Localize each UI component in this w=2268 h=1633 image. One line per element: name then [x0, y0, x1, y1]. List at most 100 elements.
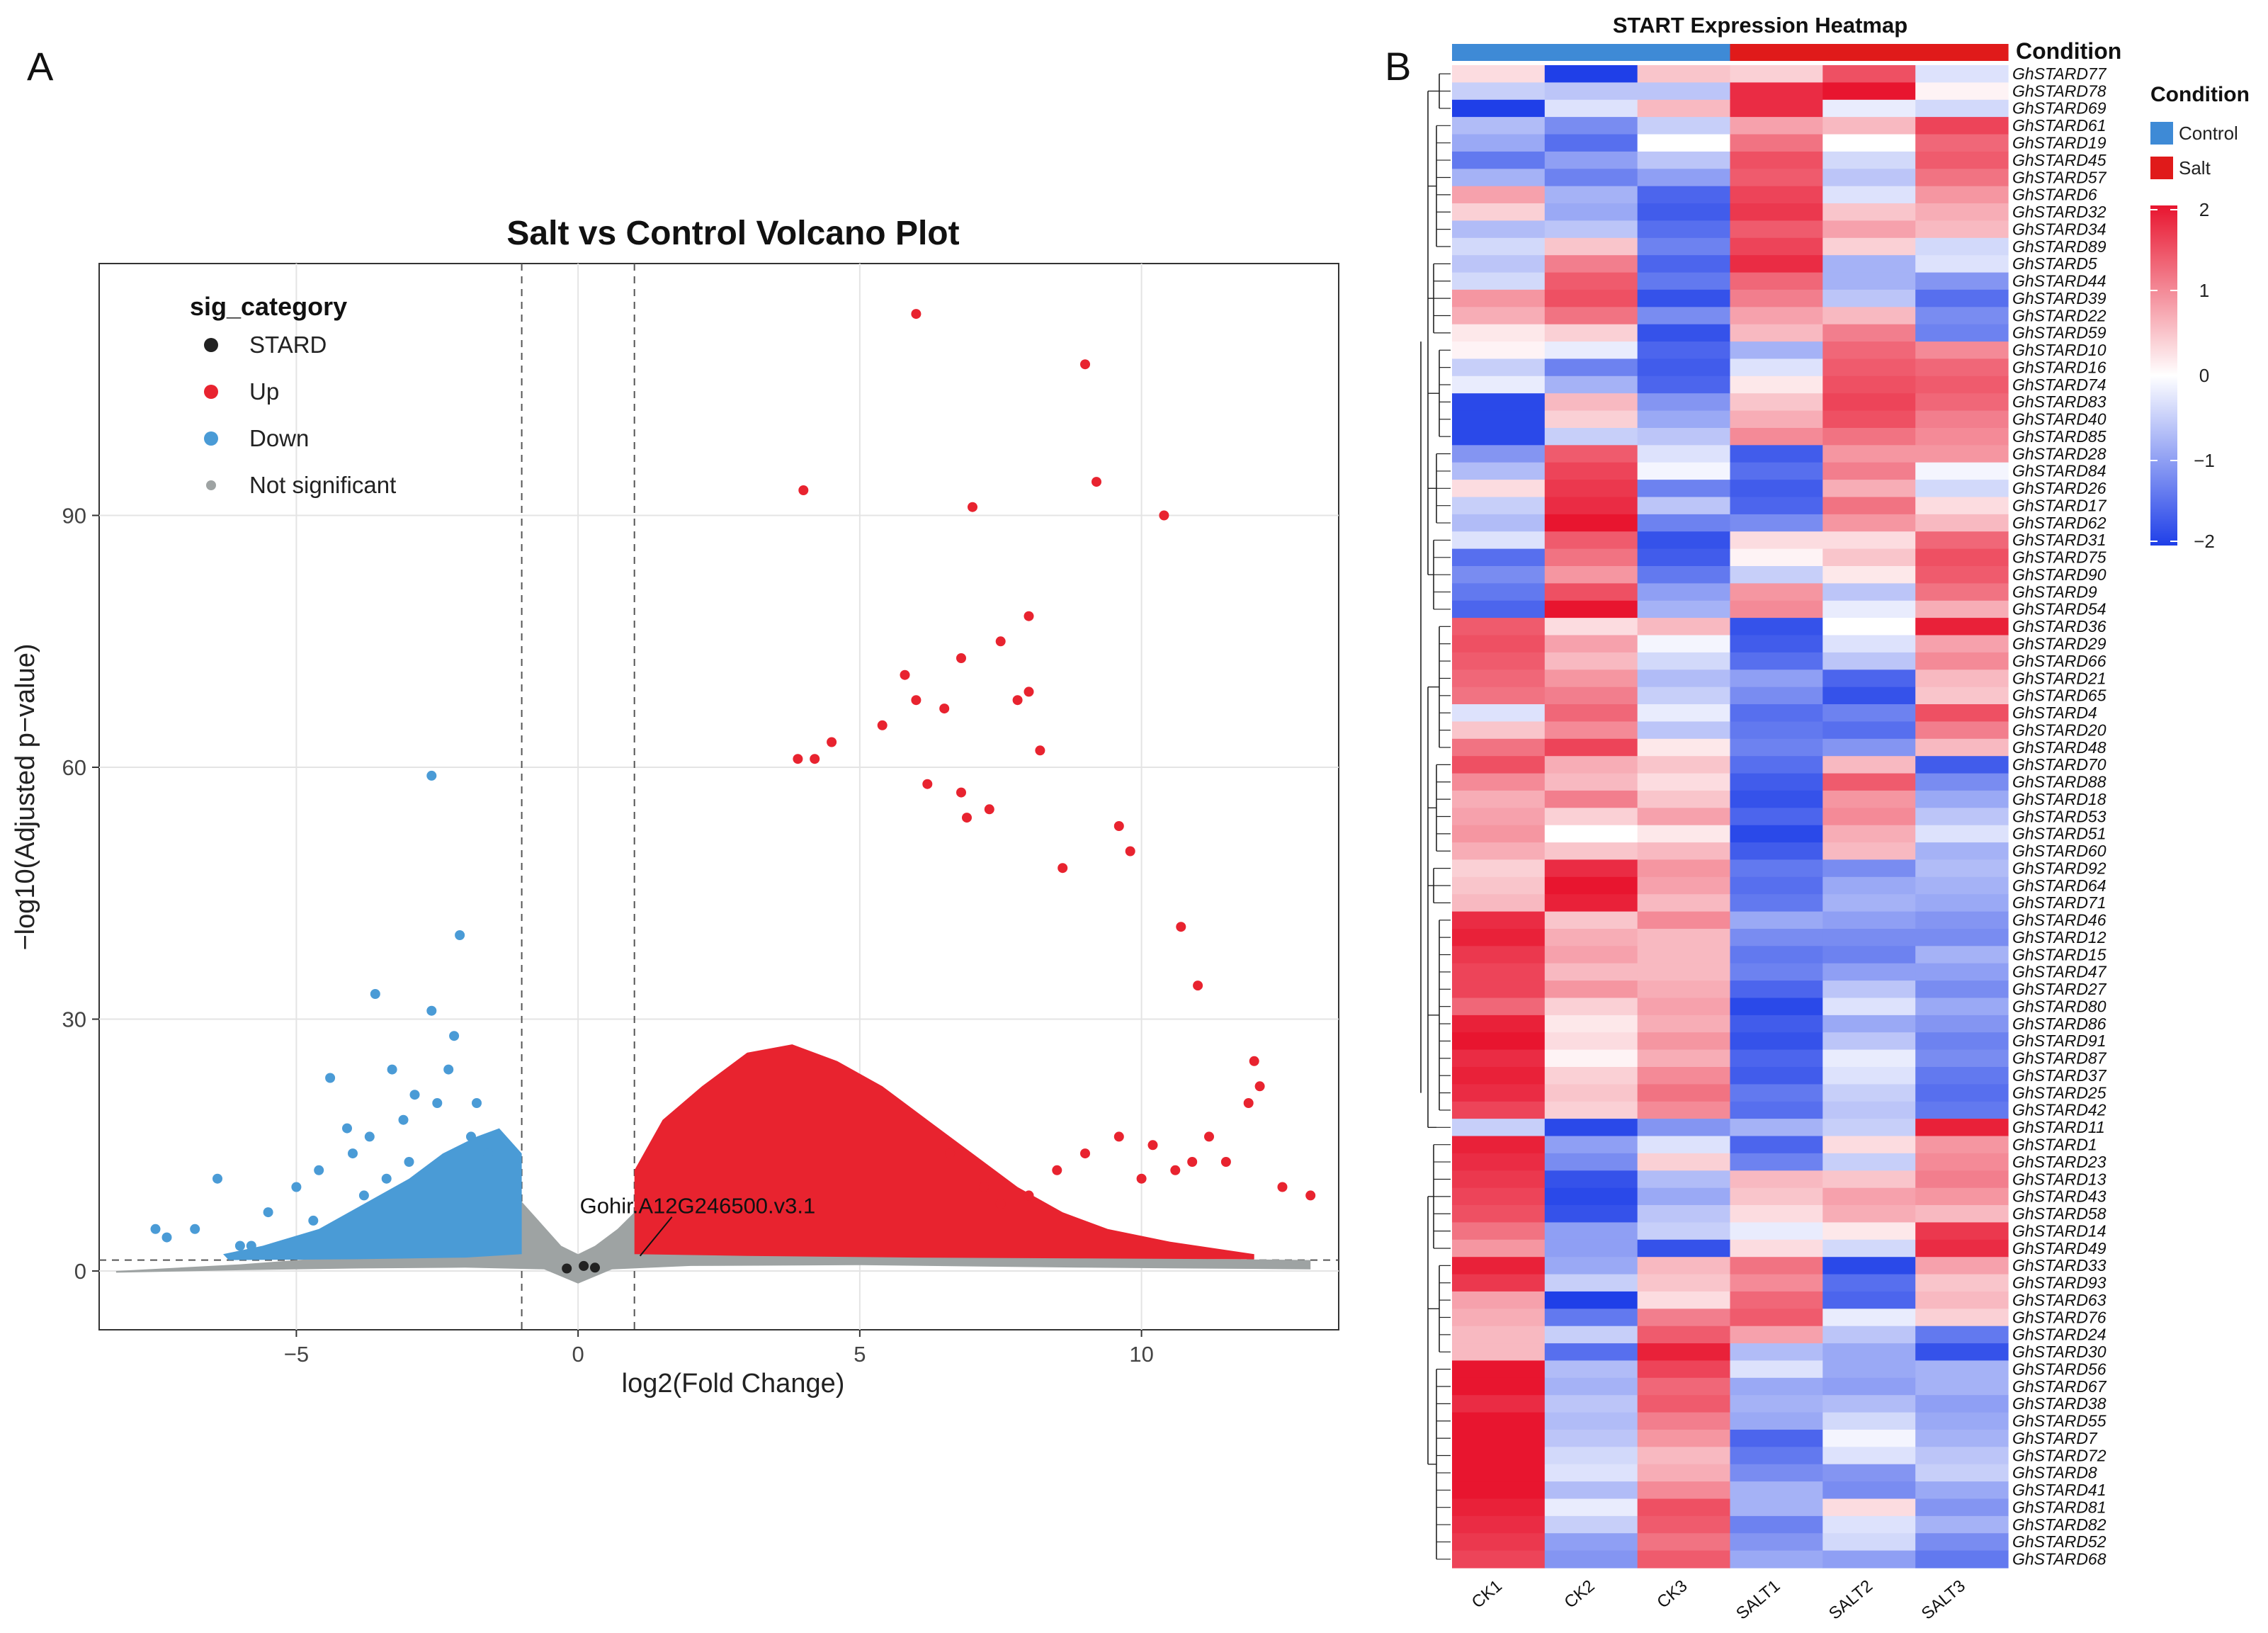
heatmap-cell: [1637, 1430, 1731, 1447]
heatmap-cell: [1452, 1239, 1546, 1258]
heatmap-cell: [1544, 1015, 1638, 1033]
heatmap-cell: [1544, 1343, 1638, 1362]
heatmap-cell: [1452, 1550, 1546, 1569]
heatmap-cell: [1452, 929, 1546, 947]
heatmap-cell: [1730, 307, 1823, 325]
down-point: [348, 1148, 358, 1159]
heatmap-cell: [1637, 289, 1731, 307]
heatmap-cell: [1730, 704, 1823, 722]
heatmap-cell: [1637, 341, 1731, 360]
up-point: [1220, 1157, 1231, 1167]
heatmap-cell: [1637, 1481, 1731, 1500]
heatmap-cell: [1730, 1447, 1823, 1465]
heatmap-cell: [1730, 946, 1823, 964]
heatmap-cell: [1822, 1550, 1916, 1569]
heatmap-cell: [1822, 876, 1916, 895]
heatmap-cell: [1822, 1170, 1916, 1189]
heatmap-cell: [1452, 618, 1546, 636]
heatmap-cell: [1452, 1119, 1546, 1137]
heatmap-cell: [1452, 220, 1546, 239]
heatmap-cell: [1452, 445, 1546, 463]
heatmap-cell: [1637, 1084, 1731, 1102]
heatmap-cell: [1822, 652, 1916, 670]
heatmap-cell: [1915, 1498, 2009, 1517]
heatmap-cell: [1822, 220, 1916, 239]
heatmap-cell: [1544, 548, 1638, 567]
heatmap-cell: [1822, 669, 1916, 688]
heatmap-cell: [1637, 894, 1731, 912]
heatmap-cell: [1544, 237, 1638, 256]
heatmap-cell: [1637, 963, 1731, 981]
heatmap-cell: [1637, 808, 1731, 826]
row-label: GhSTARD52: [2012, 1532, 2107, 1551]
heatmap-cell: [1915, 462, 2009, 480]
up-legend-marker: [204, 385, 218, 399]
heatmap-cell: [1730, 1222, 1823, 1241]
row-label: GhSTARD81: [2012, 1498, 2107, 1517]
row-label: GhSTARD6: [2012, 186, 2097, 204]
heatmap-cell: [1637, 1550, 1731, 1569]
heatmap-cell: [1730, 686, 1823, 705]
row-label: GhSTARD55: [2012, 1412, 2107, 1430]
heatmap-cell: [1452, 1291, 1546, 1309]
heatmap-legend: Condition Control Salt 2 1 0 −1 −2: [2150, 83, 2250, 552]
heatmap-cell: [1915, 393, 2009, 412]
heatmap-cell: [1822, 618, 1916, 636]
heatmap-cell: [1637, 825, 1731, 843]
heatmap-cell: [1452, 1447, 1546, 1465]
heatmap-cell: [1822, 635, 1916, 653]
down-point: [443, 1064, 454, 1075]
row-label: GhSTARD46: [2012, 911, 2107, 929]
heatmap-cell: [1452, 876, 1546, 895]
row-label: GhSTARD74: [2012, 375, 2107, 394]
heatmap-cell: [1452, 548, 1546, 567]
control-swatch: [2150, 122, 2173, 145]
heatmap-cell: [1822, 1015, 1916, 1033]
heatmap-cell: [1822, 237, 1916, 256]
heatmap-cell: [1452, 773, 1546, 791]
up-point: [1092, 477, 1101, 487]
down-point: [308, 1215, 319, 1226]
heatmap-cell: [1730, 1481, 1823, 1500]
x-tick-label: 0: [572, 1342, 584, 1367]
up-point: [945, 1148, 956, 1159]
up-point: [1125, 846, 1135, 857]
heatmap-cell: [1452, 1309, 1546, 1327]
heatmap-cell: [1915, 1239, 2009, 1258]
annotation-leader-line: [639, 1216, 673, 1257]
heatmap-cell: [1730, 1464, 1823, 1482]
heatmap-cell: [1544, 324, 1638, 342]
ns-legend-label: Not significant: [249, 472, 396, 498]
heatmap-cell: [1822, 445, 1916, 463]
heatmap-cell: [1637, 1257, 1731, 1275]
up-point: [793, 754, 803, 764]
heatmap-cell: [1452, 324, 1546, 342]
heatmap-cell: [1452, 652, 1546, 670]
heatmap-cell: [1544, 99, 1638, 118]
heatmap-cell: [1822, 1533, 1916, 1552]
down-legend-marker: [204, 431, 218, 446]
down-legend-label: Down: [249, 425, 309, 451]
heatmap-cell: [1637, 876, 1731, 895]
y-tick-label: 90: [62, 504, 86, 529]
up-point: [995, 1199, 1006, 1209]
heatmap-cell: [1915, 929, 2009, 947]
row-label: GhSTARD61: [2012, 116, 2107, 135]
heatmap-cell: [1822, 1360, 1916, 1379]
salt-annotation-cell: [1822, 44, 1916, 61]
heatmap-cell: [1822, 1498, 1916, 1517]
heatmap-cell: [1730, 169, 1823, 187]
heatmap-cell: [1730, 773, 1823, 791]
down-point: [212, 1173, 222, 1184]
heatmap-cell: [1915, 1326, 2009, 1344]
row-label: GhSTARD13: [2012, 1170, 2107, 1188]
heatmap-cell: [1452, 1153, 1546, 1171]
heatmap-cell: [1915, 981, 2009, 999]
heatmap-cell: [1452, 998, 1546, 1016]
heatmap-cell: [1637, 773, 1731, 791]
heatmap-cell: [1637, 1170, 1731, 1189]
heatmap-cell: [1730, 324, 1823, 342]
heatmap-cell: [1915, 272, 2009, 290]
row-label: GhSTARD88: [2012, 773, 2107, 791]
heatmap-cell: [1915, 307, 2009, 325]
